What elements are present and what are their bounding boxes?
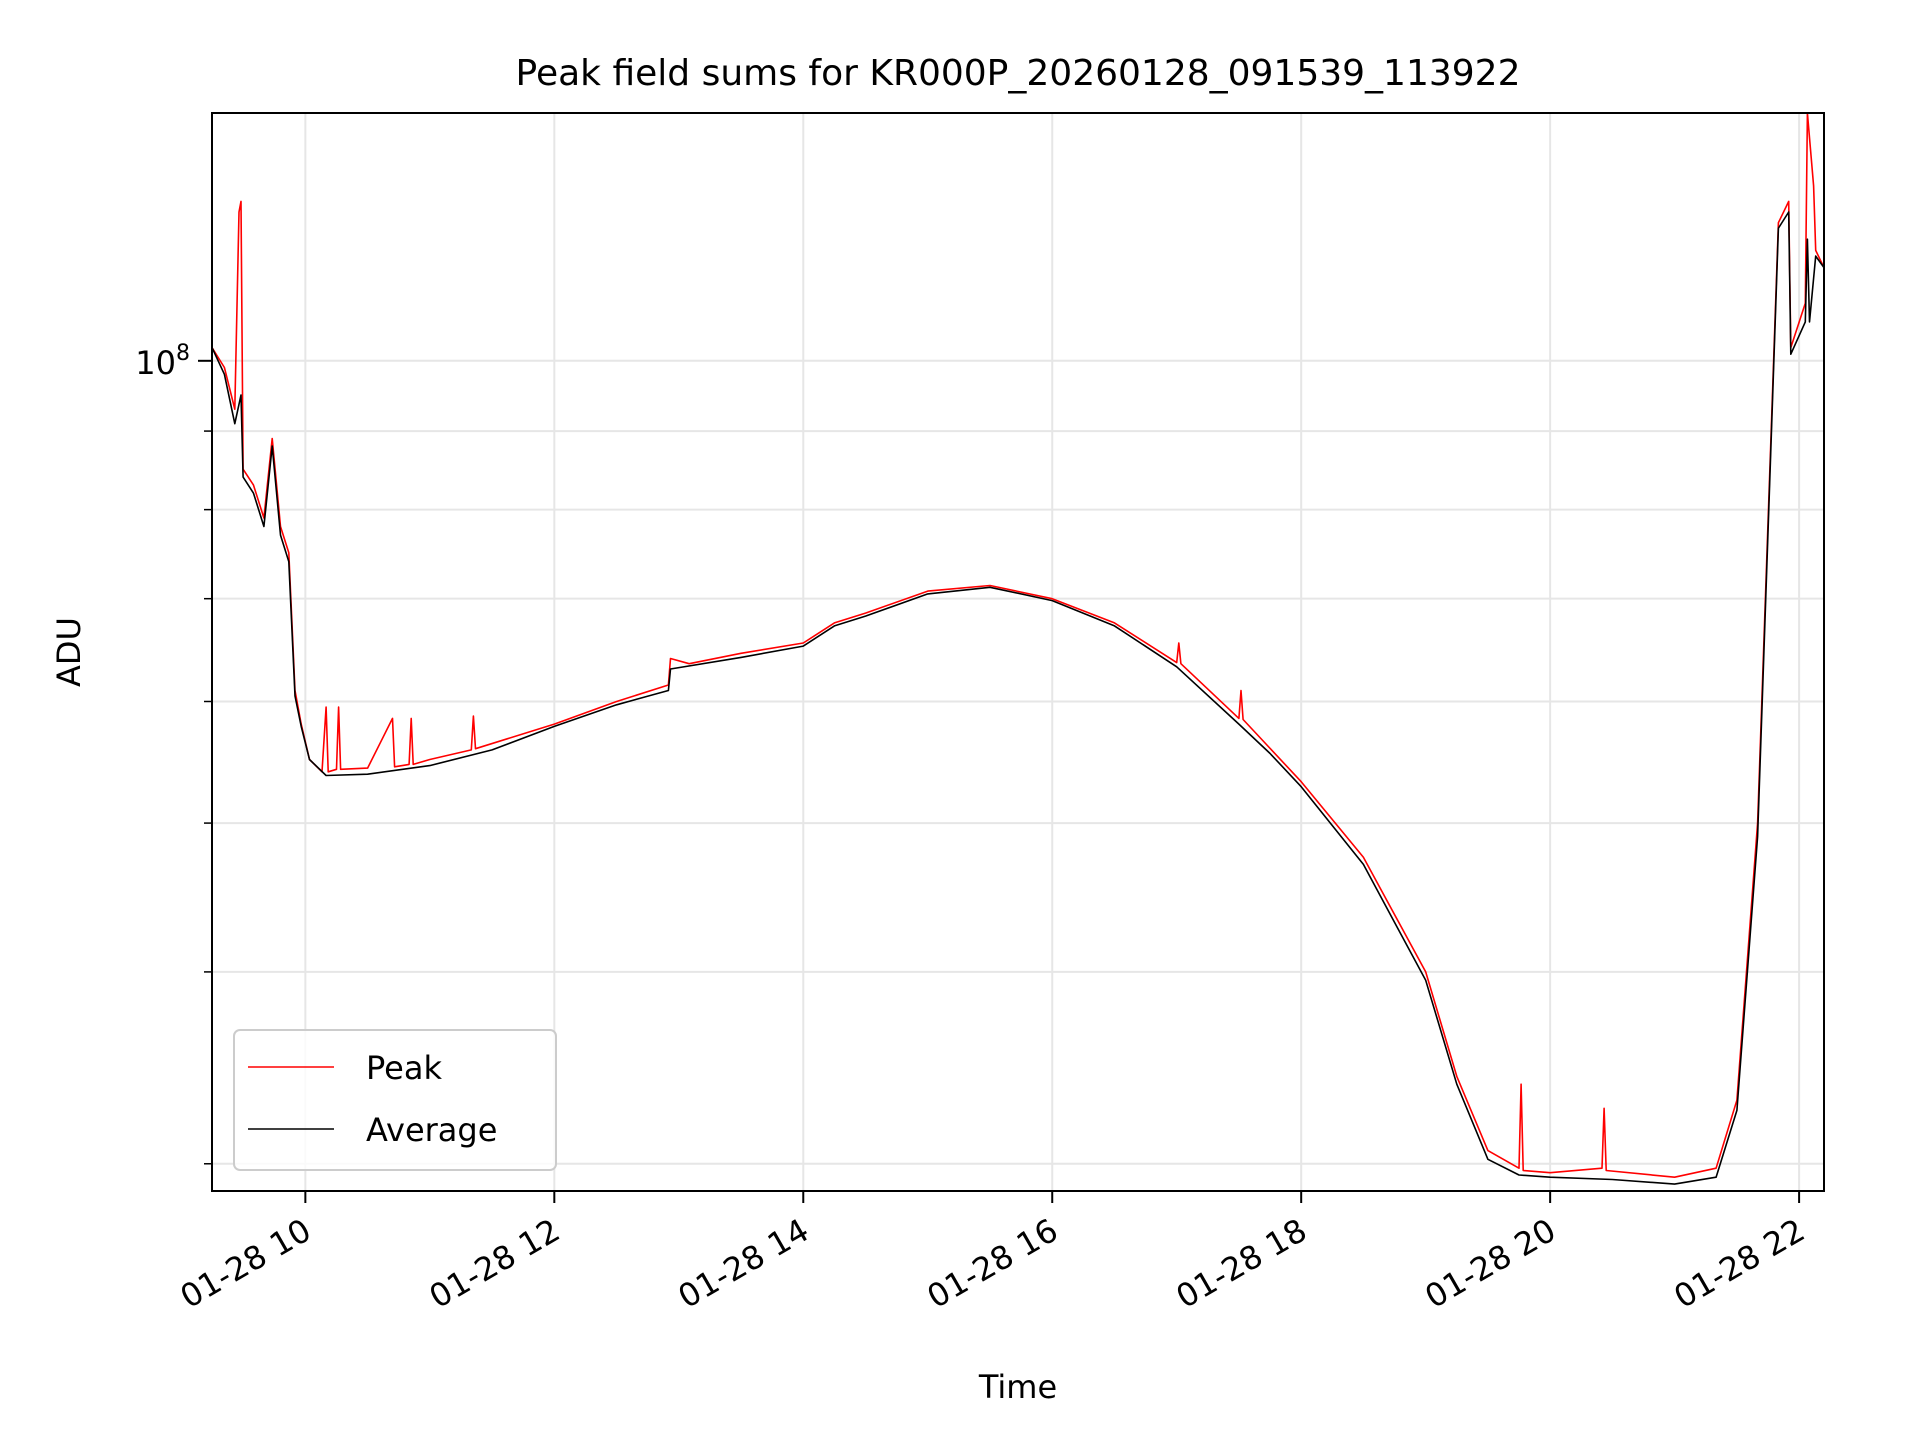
series-line-average xyxy=(211,211,1825,1185)
x-axis-label: Time xyxy=(978,1368,1057,1406)
chart-title: Peak field sums for KR000P_20260128_0915… xyxy=(516,53,1521,94)
y-tick-label: 108 xyxy=(135,341,190,382)
legend-peak-label: Peak xyxy=(366,1049,442,1087)
legend-box xyxy=(233,1029,557,1171)
y-tick-label-base: 10 xyxy=(135,344,176,382)
plot-frame xyxy=(211,112,1825,1192)
legend: Peak Average xyxy=(233,1029,557,1171)
legend-average-label: Average xyxy=(366,1111,497,1149)
plot-series xyxy=(211,112,1825,1185)
y-axis-label: ADU xyxy=(50,617,88,687)
y-tick-label-exponent: 8 xyxy=(176,341,190,366)
